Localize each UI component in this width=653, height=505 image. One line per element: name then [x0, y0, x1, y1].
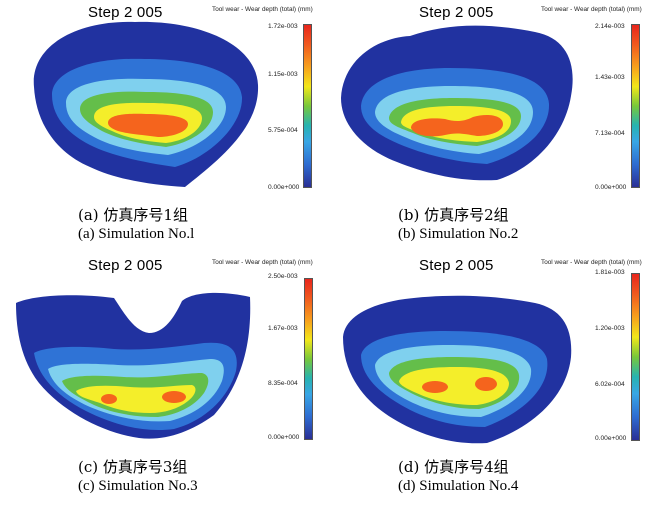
wear-contour-plot: [16, 292, 251, 439]
scale-tick-label: 6.02e-004: [595, 381, 625, 388]
contour-orange-left: [422, 381, 448, 393]
scale-min-label: 0.00e+000: [595, 184, 627, 191]
color-scale-bar: [303, 24, 312, 188]
legend-title: Tool wear - Wear depth (total) (mm): [541, 259, 642, 266]
contour-orange-right: [162, 391, 186, 403]
step-label: Step 2 005: [419, 257, 494, 274]
scale-max-label: 1.81e-003: [595, 269, 625, 276]
scale-tick-label: 5.75e-004: [268, 127, 298, 134]
legend-title: Tool wear - Wear depth (total) (mm): [212, 6, 313, 13]
caption-english: (d) Simulation No.4: [398, 478, 519, 494]
contour-orange: [108, 113, 188, 137]
wear-contour-plot: [33, 21, 259, 187]
step-label: Step 2 005: [88, 257, 163, 274]
scale-tick-label: 1.15e-003: [268, 71, 298, 78]
panel-simulation-1: Step 2 005 Tool wear - Wear depth (total…: [0, 0, 326, 252]
scale-max-label: 1.72e-003: [268, 23, 298, 30]
contour-orange-left: [101, 394, 117, 404]
caption-chinese: (b) 仿真序号2组: [398, 206, 509, 224]
color-scale-bar: [631, 273, 640, 441]
scale-max-label: 2.50e-003: [268, 273, 298, 280]
panel-simulation-4: Step 2 005 Tool wear - Wear depth (total…: [327, 253, 653, 505]
scale-tick-label: 1.43e-003: [595, 74, 625, 81]
caption-english: (c) Simulation No.3: [78, 478, 198, 494]
panel-simulation-2: Step 2 005 Tool wear - Wear depth (total…: [327, 0, 653, 252]
scale-max-label: 2.14e-003: [595, 23, 625, 30]
caption-chinese: (c) 仿真序号3组: [78, 458, 188, 476]
color-scale-bar: [631, 24, 640, 188]
legend-title: Tool wear - Wear depth (total) (mm): [541, 6, 642, 13]
scale-tick-label: 1.20e-003: [595, 325, 625, 332]
wear-contour-plot: [341, 25, 573, 181]
contour-orange-right: [475, 377, 497, 391]
contour-orange: [411, 115, 503, 137]
color-scale-bar: [304, 278, 313, 440]
scale-tick-label: 8.35e-004: [268, 380, 298, 387]
scale-tick-label: 1.67e-003: [268, 325, 298, 332]
scale-tick-label: 7.13e-004: [595, 130, 625, 137]
caption-english: (b) Simulation No.2: [398, 226, 519, 242]
step-label: Step 2 005: [419, 4, 494, 21]
wear-contour-plot: [343, 295, 572, 444]
scale-min-label: 0.00e+000: [268, 434, 300, 441]
caption-chinese: (d) 仿真序号4组: [398, 458, 509, 476]
panel-simulation-3: Step 2 005 Tool wear - Wear depth (total…: [0, 253, 326, 505]
step-label: Step 2 005: [88, 4, 163, 21]
scale-min-label: 0.00e+000: [268, 184, 300, 191]
caption-chinese: (a) 仿真序号1组: [78, 206, 188, 224]
contour-yellow: [399, 367, 509, 405]
legend-title: Tool wear - Wear depth (total) (mm): [212, 259, 313, 266]
caption-english: (a) Simulation No.l: [78, 226, 195, 242]
contour-yellow: [76, 385, 196, 413]
scale-min-label: 0.00e+000: [595, 435, 627, 442]
